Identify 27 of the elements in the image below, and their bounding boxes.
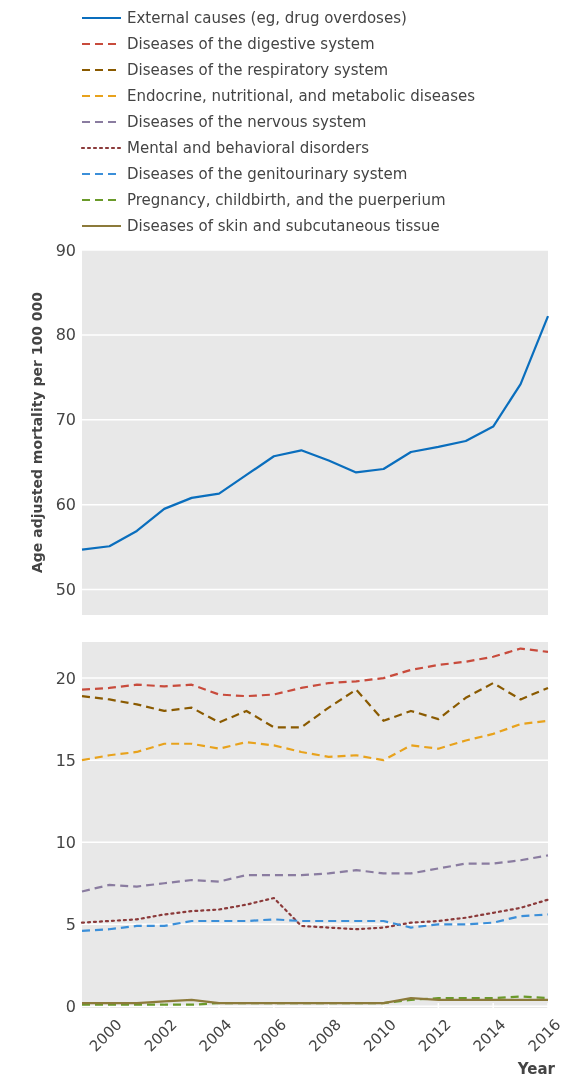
legend-label: Diseases of the digestive system: [127, 35, 375, 54]
y-tick-label: 90: [55, 240, 76, 260]
y-tick-label: 20: [55, 668, 76, 688]
line-series: [80, 681, 550, 729]
line-series: [80, 854, 550, 893]
x-axis-title: Year: [516, 1060, 556, 1078]
y-tick-label: 50: [55, 580, 76, 600]
y-tick-label: 70: [55, 410, 76, 430]
legend-label: Diseases of the respiratory system: [127, 61, 389, 80]
y-tick-label: 15: [55, 750, 76, 770]
legend-label: Endocrine, nutritional, and metabolic diseases: [127, 87, 476, 106]
legend-label: Mental and behavioral disorders: [127, 139, 370, 158]
line-series: [80, 315, 550, 551]
line-series: [80, 913, 550, 932]
legend-label: External causes (eg, drug overdoses): [127, 9, 407, 28]
y-tick-label: 0: [65, 996, 76, 1016]
legend-label: Diseases of the genitourinary system: [127, 165, 408, 184]
legend-label: Pregnancy, childbirth, and the puerperium: [127, 191, 446, 210]
y-tick-label: 10: [55, 832, 76, 852]
line-series: [80, 647, 550, 698]
y-axis-title: Age adjusted mortality per 100 000: [29, 291, 45, 574]
y-tick-label: 80: [55, 325, 76, 345]
legend-label: Diseases of skin and subcutaneous tissue: [127, 217, 440, 236]
y-tick-label: 60: [55, 495, 76, 515]
legend-label: Diseases of the nervous system: [127, 113, 367, 132]
y-tick-label: 5: [65, 914, 76, 934]
line-series: [80, 896, 550, 931]
